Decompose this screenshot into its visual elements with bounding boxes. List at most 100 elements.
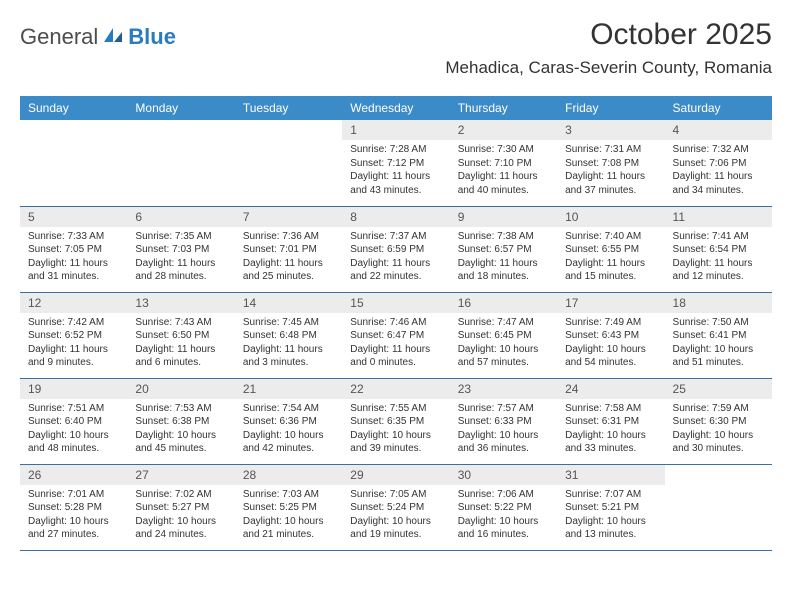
daylight-text: Daylight: 10 hours <box>565 429 656 443</box>
daylight-text: and 42 minutes. <box>243 442 334 456</box>
sunset-text: Sunset: 7:01 PM <box>243 243 334 257</box>
month-title: October 2025 <box>445 18 772 52</box>
calendar-page: General Blue October 2025 Mehadica, Cara… <box>0 0 792 569</box>
calendar-day-cell: 23Sunrise: 7:57 AMSunset: 6:33 PMDayligh… <box>450 378 557 464</box>
calendar-day-cell: 3Sunrise: 7:31 AMSunset: 7:08 PMDaylight… <box>557 120 664 206</box>
sunrise-text: Sunrise: 7:03 AM <box>243 488 334 502</box>
sunset-text: Sunset: 6:50 PM <box>135 329 226 343</box>
sunset-text: Sunset: 6:59 PM <box>350 243 441 257</box>
daylight-text: Daylight: 10 hours <box>243 515 334 529</box>
day-details: Sunrise: 7:37 AMSunset: 6:59 PMDaylight:… <box>342 227 449 288</box>
day-details: Sunrise: 7:47 AMSunset: 6:45 PMDaylight:… <box>450 313 557 374</box>
daylight-text: and 34 minutes. <box>673 184 764 198</box>
sunrise-text: Sunrise: 7:07 AM <box>565 488 656 502</box>
daylight-text: Daylight: 10 hours <box>28 515 119 529</box>
sunset-text: Sunset: 7:08 PM <box>565 157 656 171</box>
daylight-text: and 21 minutes. <box>243 528 334 542</box>
sunset-text: Sunset: 6:40 PM <box>28 415 119 429</box>
daylight-text: Daylight: 10 hours <box>565 515 656 529</box>
daylight-text: Daylight: 10 hours <box>458 429 549 443</box>
day-details: Sunrise: 7:42 AMSunset: 6:52 PMDaylight:… <box>20 313 127 374</box>
day-number: 8 <box>342 207 449 227</box>
sunrise-text: Sunrise: 7:53 AM <box>135 402 226 416</box>
daylight-text: Daylight: 11 hours <box>243 343 334 357</box>
day-details: Sunrise: 7:03 AMSunset: 5:25 PMDaylight:… <box>235 485 342 546</box>
sunrise-text: Sunrise: 7:42 AM <box>28 316 119 330</box>
sunset-text: Sunset: 6:57 PM <box>458 243 549 257</box>
calendar-day-cell: 24Sunrise: 7:58 AMSunset: 6:31 PMDayligh… <box>557 378 664 464</box>
sunrise-text: Sunrise: 7:51 AM <box>28 402 119 416</box>
sunrise-text: Sunrise: 7:58 AM <box>565 402 656 416</box>
sunset-text: Sunset: 6:52 PM <box>28 329 119 343</box>
sunset-text: Sunset: 6:47 PM <box>350 329 441 343</box>
calendar-day-cell: 9Sunrise: 7:38 AMSunset: 6:57 PMDaylight… <box>450 206 557 292</box>
day-details: Sunrise: 7:57 AMSunset: 6:33 PMDaylight:… <box>450 399 557 460</box>
daylight-text: Daylight: 11 hours <box>673 170 764 184</box>
sunset-text: Sunset: 6:43 PM <box>565 329 656 343</box>
daylight-text: Daylight: 11 hours <box>565 170 656 184</box>
daylight-text: and 48 minutes. <box>28 442 119 456</box>
sunset-text: Sunset: 6:38 PM <box>135 415 226 429</box>
daylight-text: and 30 minutes. <box>673 442 764 456</box>
calendar-day-cell <box>127 120 234 206</box>
day-number: 13 <box>127 293 234 313</box>
daylight-text: and 28 minutes. <box>135 270 226 284</box>
day-details: Sunrise: 7:55 AMSunset: 6:35 PMDaylight:… <box>342 399 449 460</box>
calendar-week-row: 1Sunrise: 7:28 AMSunset: 7:12 PMDaylight… <box>20 120 772 206</box>
sunset-text: Sunset: 7:03 PM <box>135 243 226 257</box>
daylight-text: and 45 minutes. <box>135 442 226 456</box>
daylight-text: and 24 minutes. <box>135 528 226 542</box>
day-number: 19 <box>20 379 127 399</box>
day-number: 30 <box>450 465 557 485</box>
sunrise-text: Sunrise: 7:38 AM <box>458 230 549 244</box>
sunrise-text: Sunrise: 7:37 AM <box>350 230 441 244</box>
sunset-text: Sunset: 6:54 PM <box>673 243 764 257</box>
sunset-text: Sunset: 6:30 PM <box>673 415 764 429</box>
sunrise-text: Sunrise: 7:50 AM <box>673 316 764 330</box>
calendar-day-cell: 1Sunrise: 7:28 AMSunset: 7:12 PMDaylight… <box>342 120 449 206</box>
day-details: Sunrise: 7:59 AMSunset: 6:30 PMDaylight:… <box>665 399 772 460</box>
daylight-text: and 22 minutes. <box>350 270 441 284</box>
calendar-day-cell: 13Sunrise: 7:43 AMSunset: 6:50 PMDayligh… <box>127 292 234 378</box>
sunset-text: Sunset: 6:36 PM <box>243 415 334 429</box>
day-number: 9 <box>450 207 557 227</box>
daylight-text: Daylight: 11 hours <box>350 257 441 271</box>
daylight-text: Daylight: 10 hours <box>350 515 441 529</box>
sail-icon <box>102 26 124 49</box>
day-number: 20 <box>127 379 234 399</box>
weekday-header-row: SundayMondayTuesdayWednesdayThursdayFrid… <box>20 96 772 120</box>
day-number: 3 <box>557 120 664 140</box>
calendar-day-cell: 7Sunrise: 7:36 AMSunset: 7:01 PMDaylight… <box>235 206 342 292</box>
day-number: 17 <box>557 293 664 313</box>
calendar-day-cell: 8Sunrise: 7:37 AMSunset: 6:59 PMDaylight… <box>342 206 449 292</box>
day-details: Sunrise: 7:53 AMSunset: 6:38 PMDaylight:… <box>127 399 234 460</box>
day-details: Sunrise: 7:38 AMSunset: 6:57 PMDaylight:… <box>450 227 557 288</box>
sunrise-text: Sunrise: 7:40 AM <box>565 230 656 244</box>
daylight-text: Daylight: 11 hours <box>458 257 549 271</box>
calendar-table: SundayMondayTuesdayWednesdayThursdayFrid… <box>20 96 772 551</box>
day-number: 10 <box>557 207 664 227</box>
daylight-text: and 36 minutes. <box>458 442 549 456</box>
sunset-text: Sunset: 5:21 PM <box>565 501 656 515</box>
daylight-text: and 6 minutes. <box>135 356 226 370</box>
day-details: Sunrise: 7:45 AMSunset: 6:48 PMDaylight:… <box>235 313 342 374</box>
sunset-text: Sunset: 6:31 PM <box>565 415 656 429</box>
daylight-text: and 51 minutes. <box>673 356 764 370</box>
calendar-day-cell: 5Sunrise: 7:33 AMSunset: 7:05 PMDaylight… <box>20 206 127 292</box>
day-details: Sunrise: 7:30 AMSunset: 7:10 PMDaylight:… <box>450 140 557 201</box>
daylight-text: Daylight: 11 hours <box>135 257 226 271</box>
day-details: Sunrise: 7:32 AMSunset: 7:06 PMDaylight:… <box>665 140 772 201</box>
day-details: Sunrise: 7:51 AMSunset: 6:40 PMDaylight:… <box>20 399 127 460</box>
sunrise-text: Sunrise: 7:28 AM <box>350 143 441 157</box>
sunrise-text: Sunrise: 7:46 AM <box>350 316 441 330</box>
day-number: 6 <box>127 207 234 227</box>
calendar-day-cell: 22Sunrise: 7:55 AMSunset: 6:35 PMDayligh… <box>342 378 449 464</box>
day-number: 22 <box>342 379 449 399</box>
daylight-text: Daylight: 10 hours <box>673 429 764 443</box>
daylight-text: and 13 minutes. <box>565 528 656 542</box>
calendar-day-cell: 14Sunrise: 7:45 AMSunset: 6:48 PMDayligh… <box>235 292 342 378</box>
title-block: October 2025 Mehadica, Caras-Severin Cou… <box>445 18 772 78</box>
daylight-text: Daylight: 11 hours <box>28 257 119 271</box>
daylight-text: Daylight: 11 hours <box>28 343 119 357</box>
daylight-text: and 57 minutes. <box>458 356 549 370</box>
